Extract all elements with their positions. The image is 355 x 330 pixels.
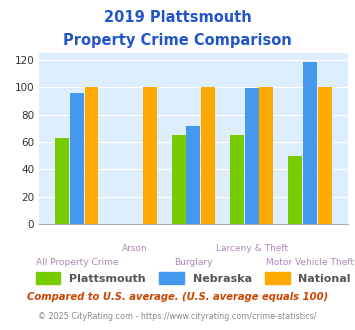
Legend: Plattsmouth, Nebraska, National: Plattsmouth, Nebraska, National [32, 268, 355, 288]
Text: Larceny & Theft: Larceny & Theft [216, 244, 288, 253]
Bar [201, 87, 215, 224]
Bar [55, 138, 69, 224]
Bar [172, 135, 186, 224]
Bar [289, 156, 302, 224]
Bar [70, 93, 84, 224]
Text: Arson: Arson [122, 244, 148, 253]
Text: © 2025 CityRating.com - https://www.cityrating.com/crime-statistics/: © 2025 CityRating.com - https://www.city… [38, 312, 317, 321]
Bar [303, 62, 317, 224]
Text: Motor Vehicle Theft: Motor Vehicle Theft [266, 258, 354, 267]
Text: All Property Crime: All Property Crime [36, 258, 118, 267]
Text: Property Crime Comparison: Property Crime Comparison [63, 33, 292, 48]
Text: 2019 Plattsmouth: 2019 Plattsmouth [104, 10, 251, 25]
Bar [230, 135, 244, 224]
Bar [318, 87, 332, 224]
Text: Compared to U.S. average. (U.S. average equals 100): Compared to U.S. average. (U.S. average … [27, 292, 328, 302]
Bar [186, 125, 201, 224]
Bar [259, 87, 273, 224]
Bar [84, 87, 98, 224]
Text: Burglary: Burglary [174, 258, 213, 267]
Bar [143, 87, 157, 224]
Bar [245, 88, 259, 224]
